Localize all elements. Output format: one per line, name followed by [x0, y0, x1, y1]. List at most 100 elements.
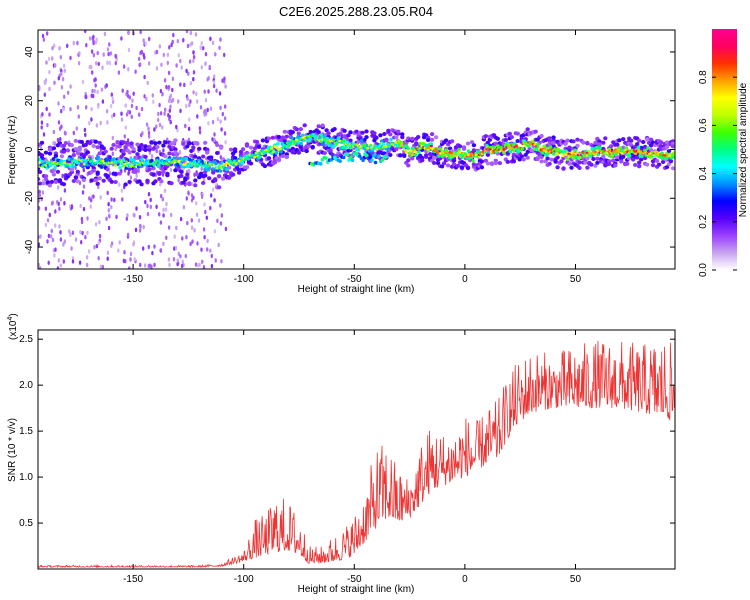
- spectrogram-cell: [185, 172, 190, 177]
- spectrogram-cell: [112, 112, 116, 118]
- spectrogram-cell: [216, 185, 222, 190]
- spectrogram-cell: [493, 161, 498, 166]
- spectrogram-cell: [160, 62, 163, 67]
- spectrogram-cell: [178, 162, 182, 166]
- spectrogram-cell: [41, 33, 45, 39]
- spectrogram-cell: [514, 145, 519, 148]
- spectrogram-cell: [210, 263, 214, 269]
- spectrogram-cell: [567, 161, 572, 166]
- spectrogram-cell: [416, 135, 421, 139]
- spectrogram-cell: [115, 214, 118, 220]
- spectrogram-cell: [101, 146, 106, 151]
- spectrogram-cell: [460, 155, 465, 159]
- spectrogram-cell: [213, 137, 216, 143]
- spectrogram-cell: [577, 166, 582, 170]
- spectrogram-cell: [483, 134, 489, 139]
- spectrogram-cell: [465, 141, 471, 146]
- spectrogram-cell: [153, 179, 158, 184]
- spectrogram-cell: [474, 153, 478, 157]
- spectrogram-cell: [459, 165, 465, 170]
- spectrogram-cell: [54, 209, 57, 214]
- spectrogram-cell: [536, 142, 540, 146]
- spectrogram-cell: [177, 160, 181, 164]
- spectrogram-cell: [98, 233, 102, 239]
- spectrogram-cell: [384, 137, 389, 142]
- spectrogram-cell: [270, 135, 276, 140]
- spectrogram-cell: [649, 155, 653, 159]
- spectrogram-cell: [319, 140, 323, 144]
- spectrogram-cell: [163, 188, 167, 193]
- spectrogram-cell: [168, 108, 171, 113]
- spectrogram-cell: [176, 261, 179, 267]
- spectrogram-cell: [585, 140, 590, 145]
- spectrogram-cell: [63, 130, 67, 136]
- spectrogram-cell: [121, 88, 124, 93]
- spectrogram-cell: [93, 78, 96, 83]
- colorbar: 0.0 0.2 0.4 0.6 0.8 Normalized spectral ampl…: [698, 29, 749, 277]
- spectrogram-cell: [153, 262, 156, 268]
- spectrogram-cell: [93, 139, 98, 144]
- spectrogram-cell: [95, 123, 99, 128]
- spectrogram-cell: [92, 40, 95, 46]
- spectrogram-cell: [194, 32, 198, 37]
- spectrogram-cell: [429, 132, 435, 137]
- spectrogram-cell: [124, 125, 128, 130]
- x-tick-label: -150: [123, 274, 143, 285]
- spectrogram-cell: [379, 139, 384, 143]
- spectrogram-cell: [72, 40, 76, 46]
- spectrogram-cell: [67, 90, 70, 96]
- spectrogram-cell: [188, 102, 191, 108]
- spectrogram-cell: [118, 240, 121, 245]
- spectrogram-cell: [97, 140, 102, 145]
- spectrogram-cell: [660, 160, 666, 164]
- spectrogram-cell: [621, 137, 626, 142]
- colorbar-label: Normalized spectral amplitude: [738, 82, 749, 217]
- spectrogram-cell: [199, 105, 203, 110]
- spectrogram-cell: [90, 49, 94, 54]
- spectrogram-cell: [108, 171, 112, 176]
- spectrogram-cell: [184, 123, 187, 129]
- spectrogram-cell: [414, 141, 419, 146]
- spectrogram-cell: [133, 169, 138, 174]
- spectrogram-cell: [308, 137, 313, 141]
- spectrogram-cell: [108, 60, 112, 66]
- spectrogram-cell: [132, 91, 135, 96]
- spectrogram-cell: [664, 165, 670, 170]
- spectrogram-cell: [495, 136, 500, 141]
- spectrogram-cell: [364, 153, 369, 158]
- spectrogram-cell: [111, 142, 116, 147]
- spectrogram-cell: [97, 176, 102, 181]
- spectrogram-cell: [160, 193, 163, 199]
- spectrogram-cell: [92, 34, 95, 40]
- spectrogram-cell: [110, 92, 114, 97]
- spectrogram-cell: [218, 91, 222, 96]
- spectrogram-cell: [166, 163, 170, 166]
- spectrogram-cell: [519, 154, 524, 159]
- spectrogram-cell: [63, 201, 66, 206]
- spectrogram-cell: [193, 172, 196, 177]
- spectrogram-cell: [298, 127, 303, 132]
- spectrogram-cell: [88, 64, 92, 70]
- spectrogram-cell: [197, 146, 202, 151]
- spectrogram-cell: [51, 146, 57, 151]
- spectrogram-cell: [485, 152, 491, 157]
- spectrogram-cell: [86, 230, 89, 235]
- spectrogram-cell: [219, 105, 222, 111]
- spectrogram-cell: [187, 141, 192, 146]
- spectrogram-cell: [68, 164, 73, 169]
- x-tick-label: -50: [347, 274, 362, 285]
- spectrogram-cell: [400, 132, 405, 137]
- spectrogram-cell: [209, 36, 212, 41]
- spectrogram-cell: [290, 130, 295, 135]
- spectrogram-cell: [142, 38, 145, 43]
- spectrogram-cell: [40, 196, 43, 202]
- spectrogram-cell: [48, 86, 51, 92]
- spectrogram-cell: [491, 145, 496, 149]
- spectrogram-cell: [221, 78, 224, 83]
- spectrogram-cell: [318, 162, 323, 166]
- spectrogram-cell: [171, 97, 175, 103]
- spectrogram-cell: [595, 160, 600, 165]
- spectrogram-cell: [429, 144, 433, 148]
- spectrogram-cell: [46, 239, 49, 244]
- spectrogram-cell: [545, 156, 550, 161]
